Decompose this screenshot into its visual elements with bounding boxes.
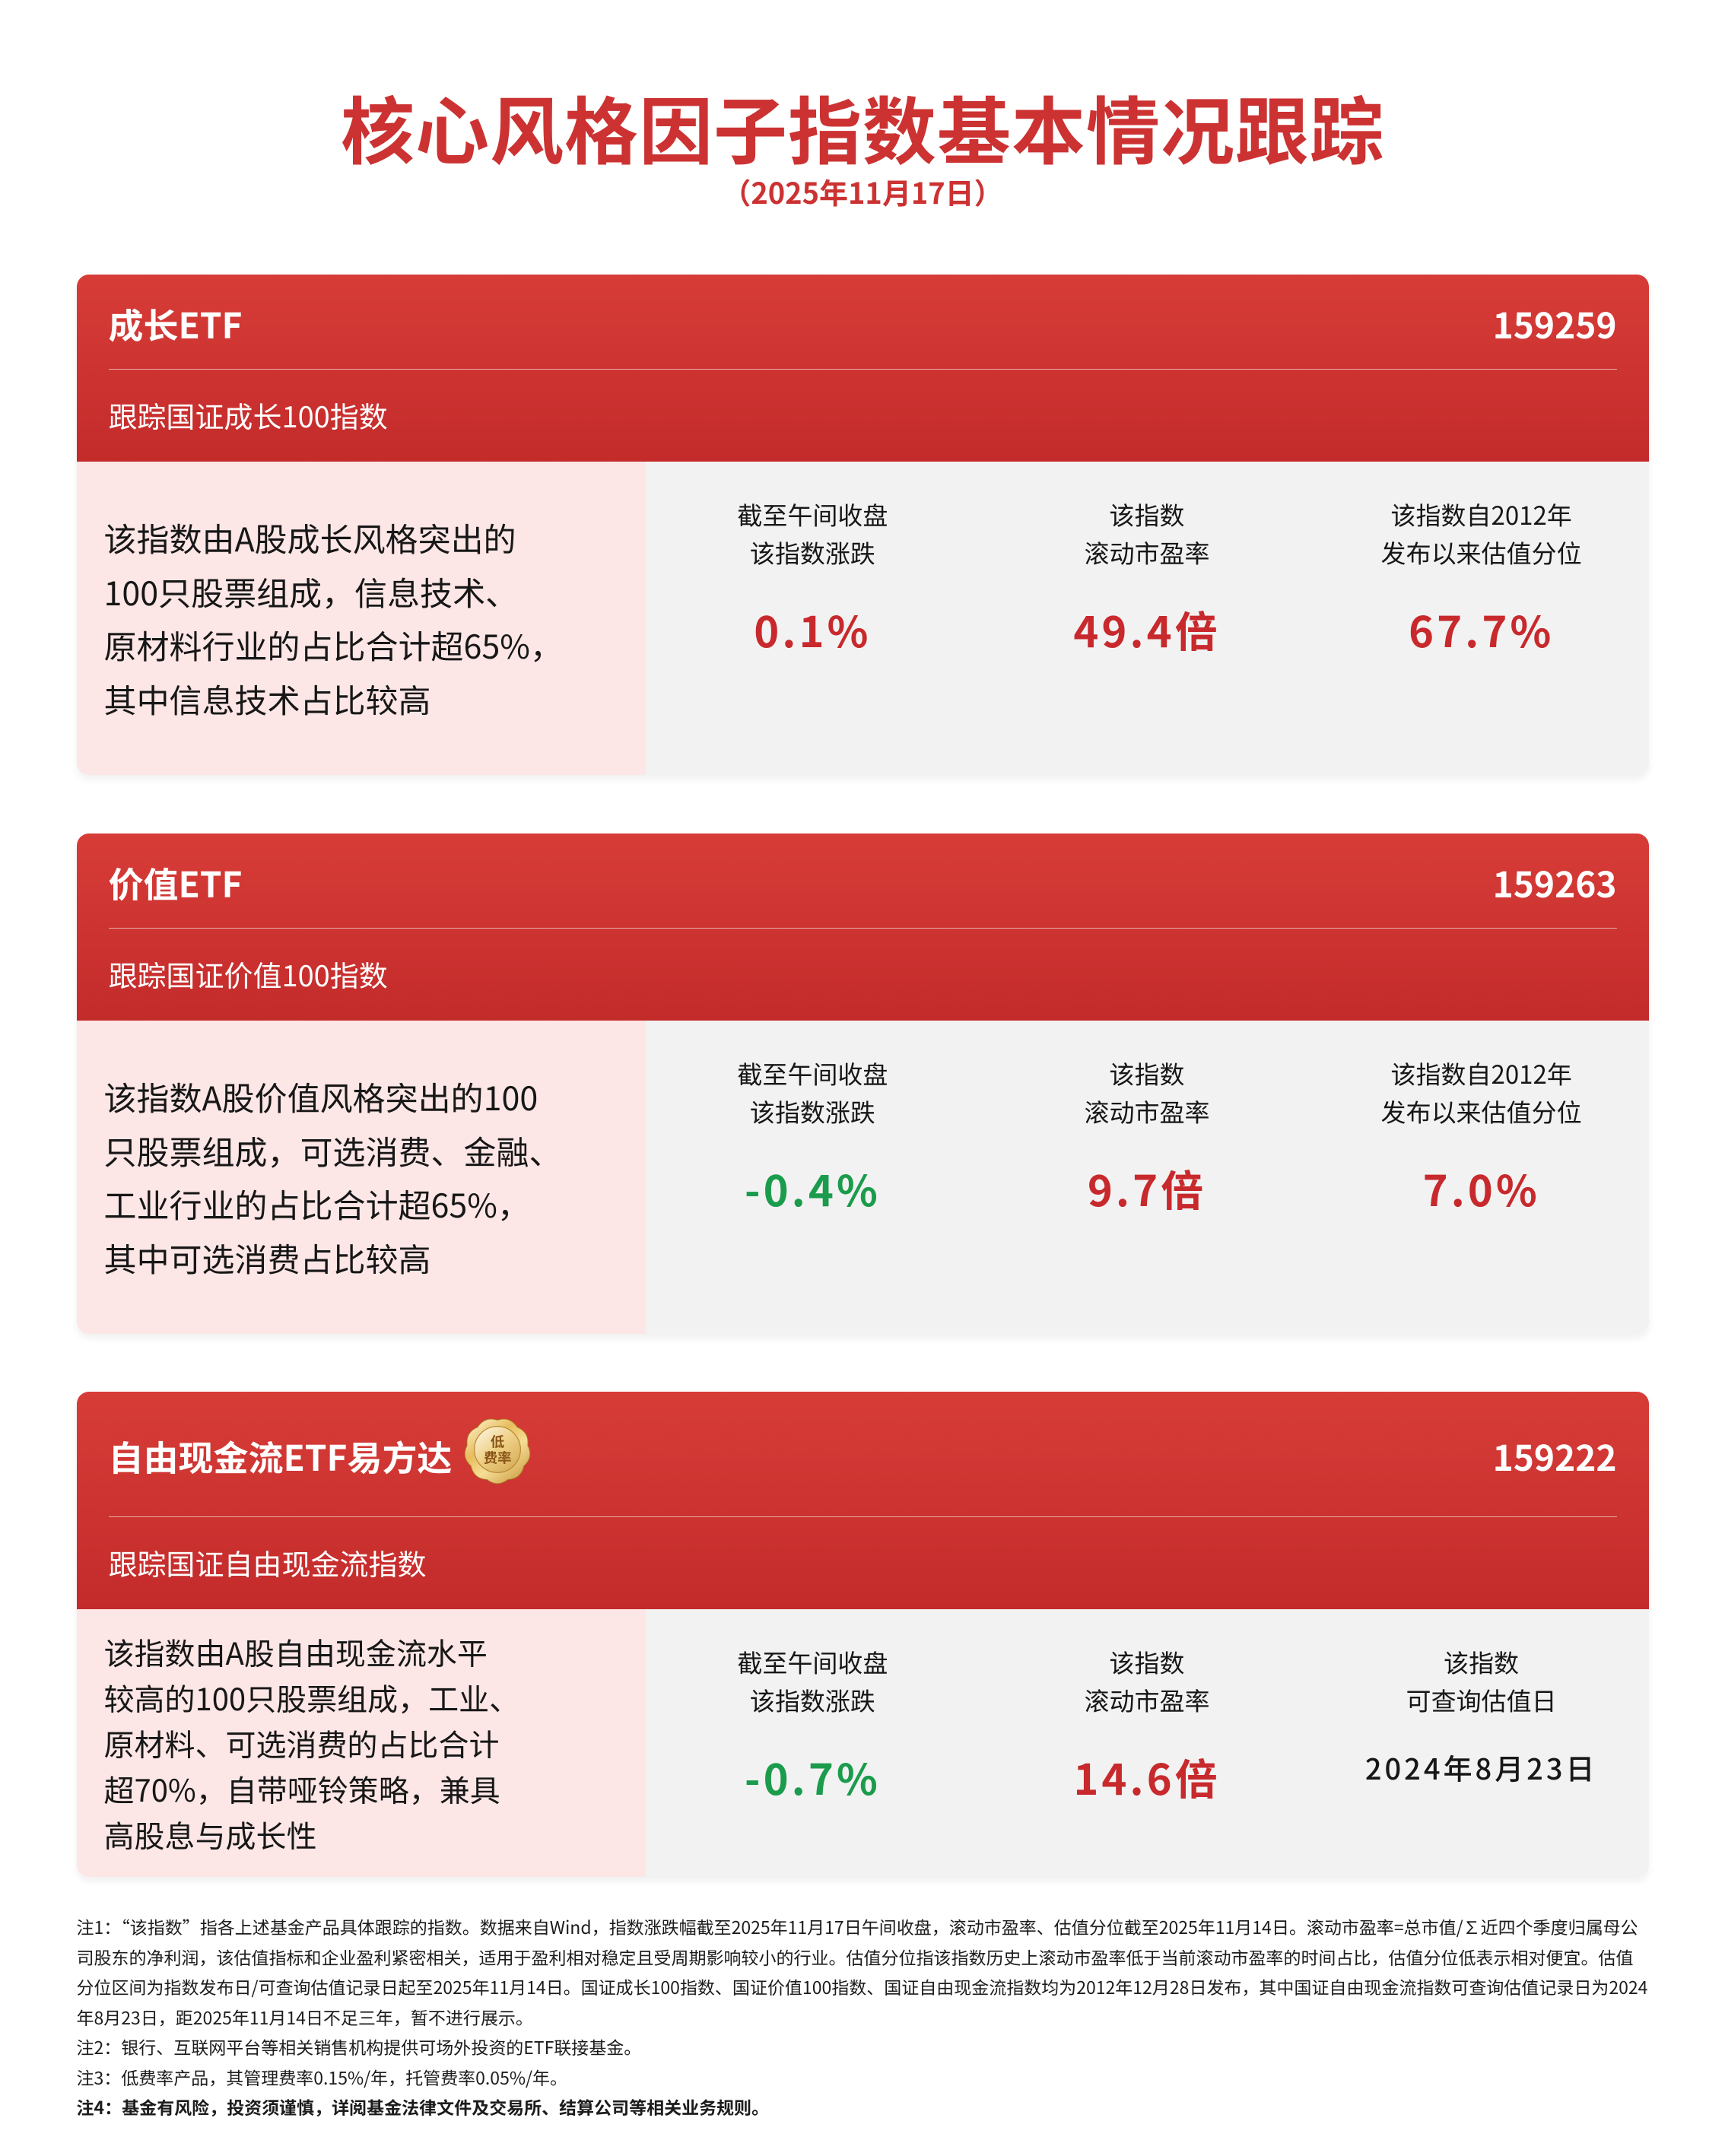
svg-text:费率: 费率 xyxy=(484,1448,512,1468)
